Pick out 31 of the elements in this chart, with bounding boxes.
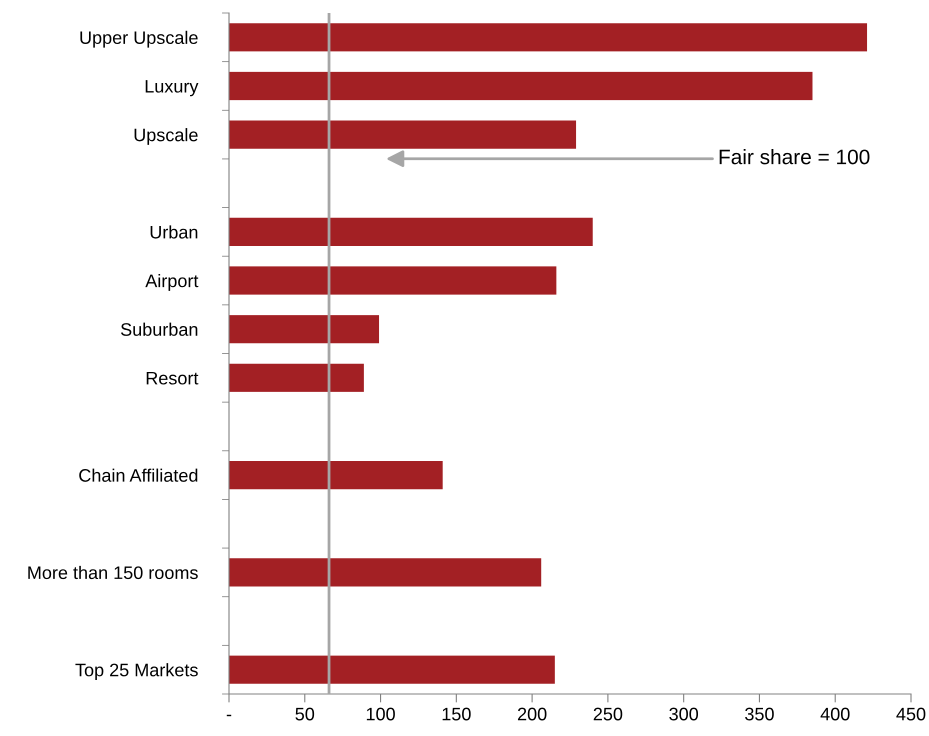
x-tick-label: - <box>226 714 232 716</box>
y-tick-label: Suburban <box>120 322 198 336</box>
y-tick-label: Airport <box>145 274 198 291</box>
bar <box>229 315 380 344</box>
bar <box>229 364 364 392</box>
bar <box>229 72 812 100</box>
bar <box>229 461 443 490</box>
x-tick-label: 200 <box>518 708 546 720</box>
y-tick-label: Resort <box>146 372 198 385</box>
y-tick-label: More than 150 rooms <box>28 566 198 580</box>
x-tick-label: 150 <box>442 708 471 720</box>
y-tick-label: Upscale <box>134 128 198 145</box>
x-tick-label: 50 <box>295 708 314 720</box>
bar <box>229 120 576 149</box>
bar <box>229 23 868 52</box>
x-tick-label: 350 <box>745 708 774 720</box>
x-tick-label: 100 <box>366 708 395 720</box>
y-tick-label: Top 25 Markets <box>75 663 198 680</box>
bar <box>229 656 555 684</box>
y-tick-label: Luxury <box>146 80 198 96</box>
annotation: Fair share = 100 <box>720 149 870 164</box>
y-tick-label: Upper Upscale <box>80 30 198 48</box>
bar <box>229 266 556 295</box>
x-tick-label: 250 <box>594 708 622 720</box>
bar <box>229 558 542 586</box>
y-tick-label: Urban <box>150 225 198 239</box>
x-tick-label: 400 <box>820 708 850 720</box>
bar <box>229 218 593 246</box>
x-tick-label: 300 <box>669 708 698 720</box>
x-tick-label: 450 <box>896 708 926 720</box>
y-tick-label: Chain Affiliated <box>79 468 198 482</box>
